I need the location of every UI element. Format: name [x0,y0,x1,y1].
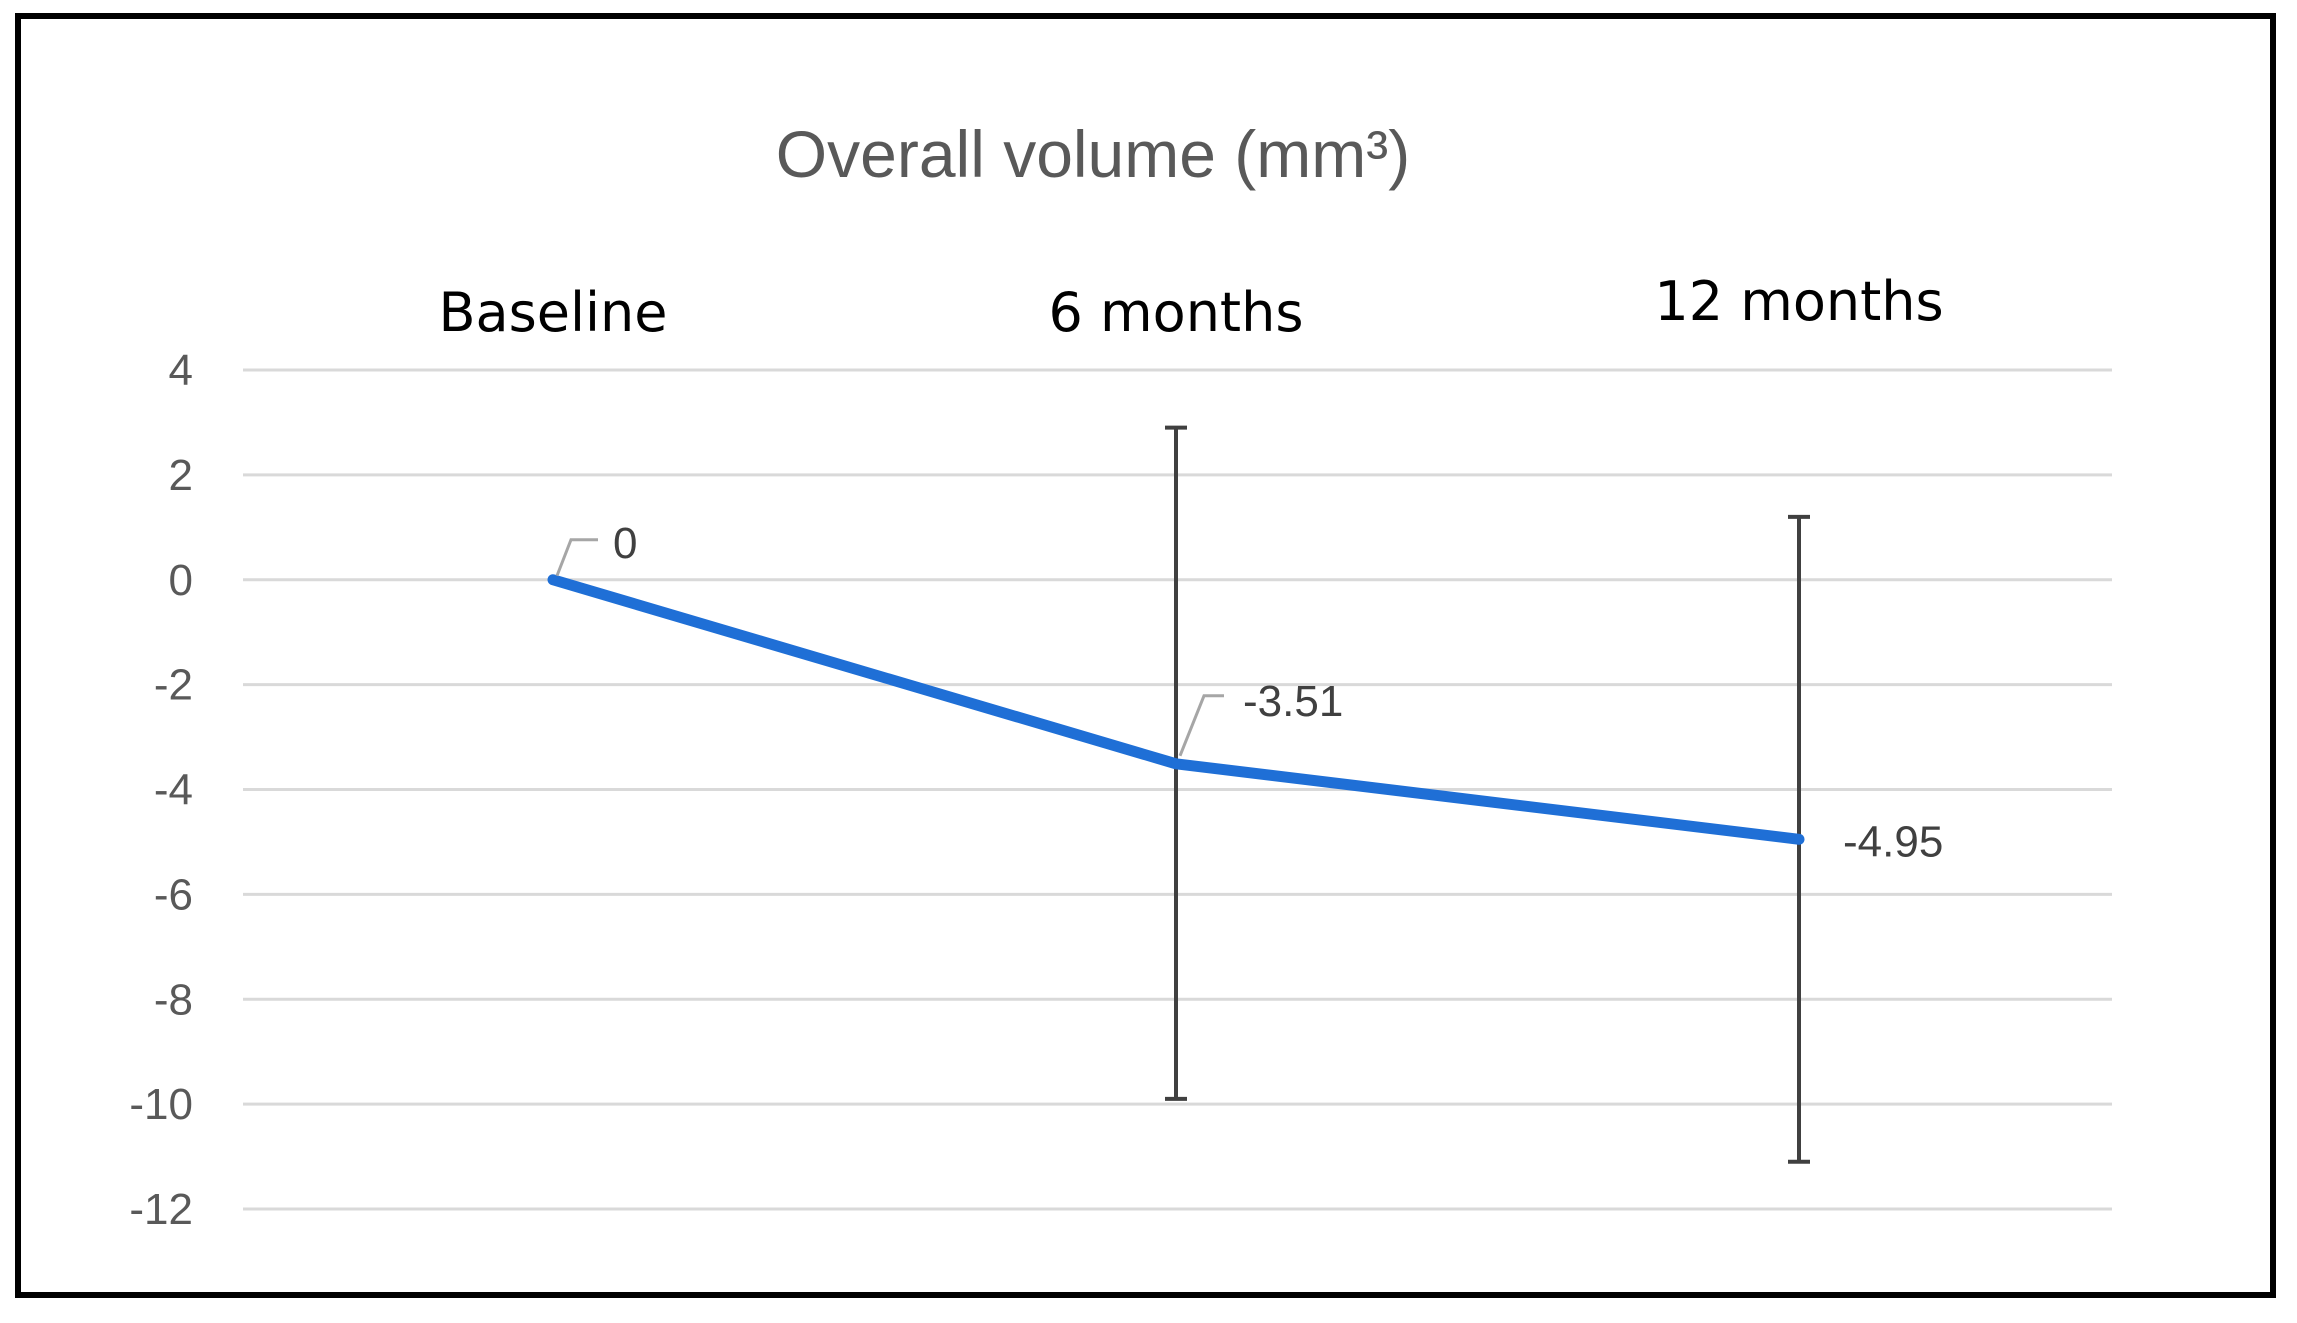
data-label: -4.95 [1843,817,1943,866]
y-tick-label: 0 [169,556,193,605]
y-tick-label: -4 [154,766,193,815]
x-category-label: Baseline [439,281,668,344]
data-point [1794,834,1804,845]
y-tick-label: 4 [169,346,193,395]
data-point [1171,758,1181,769]
x-category-label: 12 months [1654,270,1943,333]
y-tick-label: -8 [154,975,193,1024]
chart-frame [15,13,2276,1298]
y-tick-label: -2 [154,661,193,710]
data-label: -3.51 [1243,677,1343,726]
data-point [548,574,558,585]
y-tick-label: -10 [129,1080,193,1129]
y-tick-label: -6 [154,870,193,919]
data-label: 0 [613,519,637,568]
y-tick-label: 2 [169,451,193,500]
y-tick-label: -12 [129,1185,193,1234]
data-label-leader [555,538,598,577]
x-category-label: 6 months [1049,281,1304,344]
chart-title: Overall volume (mm³) [776,117,1410,191]
data-label-leader [1178,694,1224,757]
